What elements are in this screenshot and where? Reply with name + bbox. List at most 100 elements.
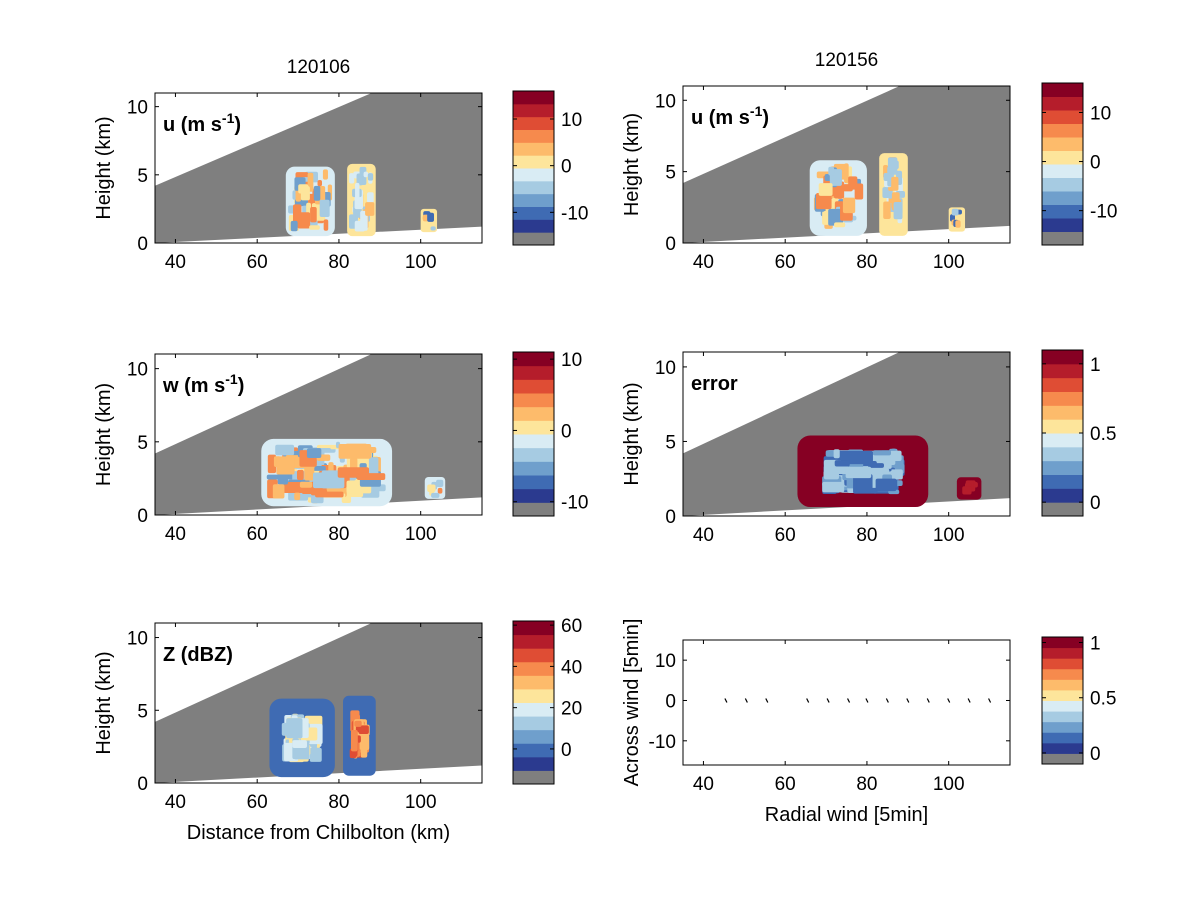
cell-pixel [360,210,368,231]
colorbar-swatch [513,488,554,503]
x-tick-label: 80 [856,774,877,795]
colorbar-swatch [1042,164,1083,178]
colorbar-swatch [1042,446,1083,462]
x-tick-label: 80 [328,792,349,813]
plot-area [683,352,1010,516]
colorbar-swatch [513,688,554,703]
echo-cell [956,477,982,500]
x-tick-label: 80 [328,252,349,273]
colorbar-swatch [513,661,554,676]
y-tick-label: -10 [649,732,676,753]
wind-arrow [967,698,971,703]
colorbar-swatch [1042,700,1083,712]
cell-pixel [350,457,358,471]
y-axis-label: Height (km) [93,383,115,486]
wind-arrow [906,698,910,703]
cell-pixel [349,173,355,184]
colorbar: 10 0 -10 [1041,82,1117,246]
y-tick-label: 10 [655,651,676,672]
colorbar-swatch [1042,753,1083,765]
colorbar-tick-label: -10 [1090,202,1117,223]
cell-pixel [893,201,903,220]
wind-arrow [826,698,830,703]
colorbar-swatch [513,621,554,636]
colorbar-swatch [513,502,554,517]
colorbar-swatch [513,634,554,649]
wind-arrow [806,698,810,703]
cell-pixel [365,202,375,216]
cell-pixel [427,212,435,222]
mask-region [155,354,482,515]
colorbar-swatch [513,168,554,182]
colorbar-tick-label: 0.5 [1090,424,1116,445]
panel-z-left: 40 60 80 100 0 5 10 Height (km) Distance from Ch… [93,616,582,844]
colorbar-tick-label: 60 [561,616,582,637]
colorbar-swatch [513,420,554,435]
y-tick-label: 5 [137,166,148,187]
panel-label: error [691,373,738,395]
cell-pixel [436,479,444,488]
colorbar-swatch [513,461,554,476]
cell-pixel [294,492,301,501]
cell-pixel [834,222,846,228]
x-tick-label: 100 [405,252,437,273]
colorbar-swatch [513,219,554,233]
colorbar-swatch [1042,110,1083,124]
cell-pixel [356,173,363,186]
y-axis-label: Height (km) [621,382,643,485]
colorbar-swatch [513,406,554,421]
y-tick-label: 0 [665,234,676,255]
cell-pixel [319,199,330,218]
cell-pixel [955,220,961,228]
axes-box [682,85,1011,244]
x-tick-label: 40 [693,525,714,546]
colorbar-swatch [513,180,554,195]
echo-cell [269,698,335,778]
cell-pixel [356,473,386,480]
cell-pixel [296,469,304,480]
colorbar-swatch [513,142,554,156]
x-tick-label: 80 [856,252,877,273]
colorbar-swatch [513,206,554,220]
colorbar-frame [1041,636,1084,765]
colorbar: 10 0 -10 [512,350,588,517]
colorbar-swatch [1042,350,1083,365]
y-axis-label: Height (km) [93,651,115,754]
colorbar-tick-label: 1 [1090,634,1101,655]
cell-pixel [828,208,843,226]
colorbar-swatch [1042,502,1083,517]
colorbar-swatch [1042,711,1083,723]
colorbar-swatch [513,675,554,690]
wind-arrow [724,698,728,703]
cell-pixel [367,173,374,181]
cell-pixel [430,226,436,231]
panel-label: w (m s-1) [162,371,244,397]
colorbar-swatch [513,648,554,663]
y-tick-label: 10 [655,91,676,112]
colorbar-swatch [513,103,554,118]
echo-cell [420,208,438,233]
colorbar-swatch [1042,433,1083,448]
cell-pixel [887,157,898,175]
cell-pixel [834,460,850,467]
y-axis-label: Height (km) [93,116,115,219]
cell-pixel [272,484,285,499]
cell-pixel [828,166,835,176]
y-tick-label: 0 [665,507,676,528]
colorbar-swatch [513,434,554,449]
x-tick-label: 60 [247,792,268,813]
colorbar: 10.50 [1041,634,1116,765]
panel-label: u (m s-1) [691,103,769,129]
cell-pixel [338,444,372,459]
cell-pixel [818,183,833,196]
x-axis-label: Distance from Chilbolton (km) [187,822,450,844]
colorbar-swatch [1042,218,1083,232]
colorbar-swatch [513,232,554,246]
wind-arrow [947,698,951,703]
x-tick-label: 100 [405,792,437,813]
cell-pixel [845,466,872,479]
y-axis-label: Height (km) [621,113,643,216]
cell-pixel [842,197,856,214]
